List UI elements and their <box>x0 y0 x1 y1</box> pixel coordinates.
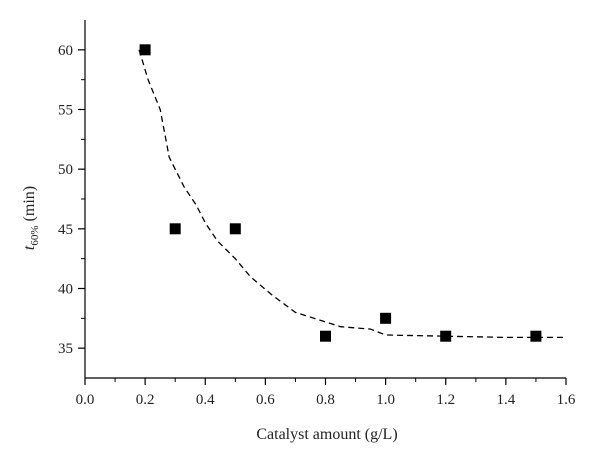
x-tick-label: 1.4 <box>497 392 516 408</box>
x-tick-label: 1.0 <box>376 392 395 408</box>
x-tick-label: 0.0 <box>76 392 95 408</box>
y-axis-title-unit: (min) <box>21 186 38 222</box>
fit-curve-layer <box>138 49 566 339</box>
x-tick-label: 0.2 <box>136 392 155 408</box>
data-points-layer <box>139 44 542 342</box>
axes <box>78 20 567 385</box>
data-point <box>320 330 331 342</box>
data-point <box>229 223 241 235</box>
fit-curve <box>138 49 566 339</box>
x-tick-label: 1.2 <box>436 392 455 408</box>
y-axis-title-main: t <box>21 245 38 250</box>
y-tick-label: 35 <box>58 341 73 357</box>
y-tick-label: 55 <box>58 103 73 119</box>
y-axis-title-subscript: 60% <box>29 225 41 245</box>
y-axis-title: t60% (min) <box>21 186 41 250</box>
x-tick-label: 0.8 <box>316 392 335 408</box>
y-tick-label: 40 <box>58 282 73 298</box>
x-tick-label: 0.4 <box>196 392 215 408</box>
data-point <box>380 312 392 324</box>
y-tick-label: 50 <box>58 162 73 178</box>
x-axis-title: Catalyst amount (g/L) <box>256 426 397 443</box>
data-point <box>530 330 542 342</box>
data-point <box>139 44 151 56</box>
x-tick-label: 0.6 <box>256 392 275 408</box>
y-tick-label: 60 <box>58 43 73 59</box>
x-tick-labels: 0.0 0.2 0.4 0.6 0.8 1.0 1.2 1.4 1.6 <box>76 392 576 408</box>
y-tick-label: 45 <box>58 222 73 238</box>
data-point <box>169 223 181 235</box>
y-tick-labels: 35 40 45 50 55 60 <box>58 43 73 357</box>
x-tick-label: 1.6 <box>557 392 576 408</box>
data-point <box>440 330 452 342</box>
